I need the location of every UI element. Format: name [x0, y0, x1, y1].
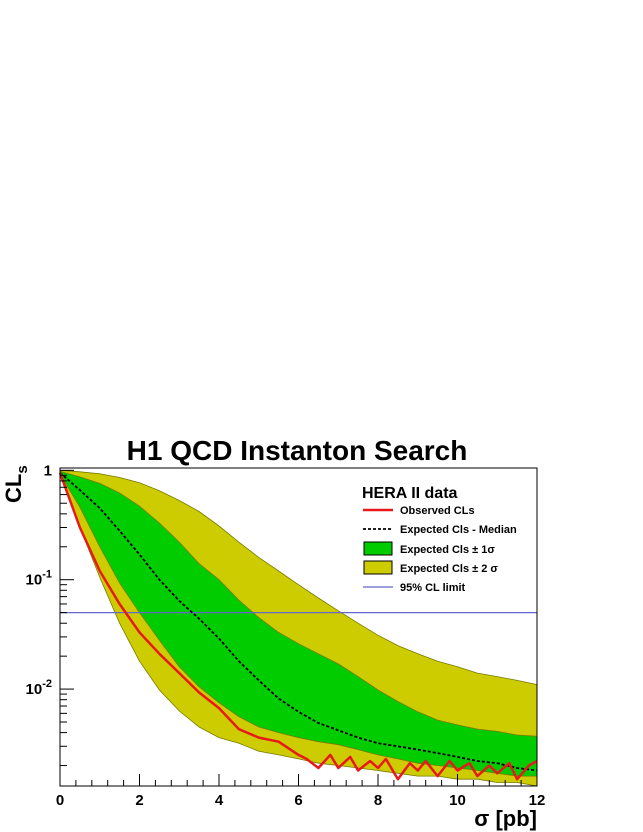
x-tick-label: 6 — [294, 792, 302, 809]
x-tick-label: 8 — [374, 792, 382, 809]
y-axis-label: CLs — [1, 465, 31, 503]
legend-1sigma-label: Expected Cls ± 1σ — [400, 544, 495, 556]
legend-median-label: Expected Cls - Median — [400, 524, 517, 536]
x-tick-label: 4 — [215, 792, 224, 809]
x-tick-label: 0 — [56, 792, 64, 809]
y-axis-label-main: CL — [1, 474, 26, 503]
legend-2sigma-label: Expected Cls ± 2 σ — [400, 563, 498, 575]
chart-title: H1 QCD Instanton Search — [127, 435, 468, 466]
legend-cl-limit-label: 95% CL limit — [400, 582, 466, 594]
y-axis-label-subscript: s — [14, 465, 31, 473]
legend-observed-label: Observed CLs — [400, 505, 475, 517]
lines-layer — [58, 472, 538, 781]
x-tick-label: 2 — [135, 792, 143, 809]
legend-1sigma-swatch — [363, 541, 393, 556]
observed-line — [58, 472, 538, 781]
legend: HERA II data Observed CLs Expected Cls -… — [362, 485, 517, 594]
legend-2sigma-swatch — [363, 560, 393, 575]
plot-area — [58, 469, 538, 787]
y-axis-label-group: CLs — [1, 465, 31, 503]
x-axis-label: σ [pb] — [474, 806, 537, 831]
x-tick-label: 10 — [449, 792, 466, 809]
legend-header: HERA II data — [362, 485, 458, 502]
expected-median-line — [59, 472, 538, 772]
y-tick-label: 1 — [44, 462, 52, 479]
x-tick-label: 12 — [529, 792, 546, 809]
y-tick-label: 10-1 — [26, 569, 52, 589]
y-tick-label: 10-2 — [26, 678, 52, 698]
axes-layer: 0 2 4 6 8 10 12 1 10-1 10-2 — [26, 462, 546, 809]
